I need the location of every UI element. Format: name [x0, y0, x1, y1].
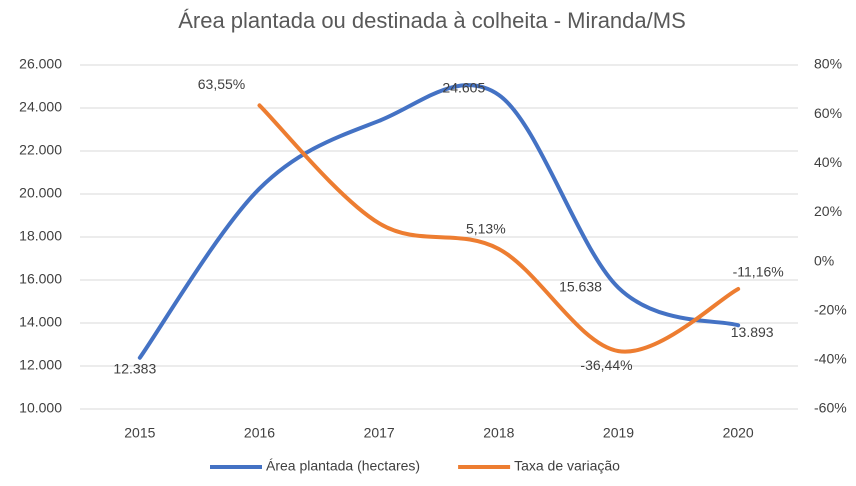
y2-tick-label: 20%	[814, 203, 842, 219]
data-label: -11,16%	[733, 264, 784, 280]
legend-label: Taxa de variação	[514, 458, 620, 474]
y2-tick-label: 80%	[814, 56, 842, 72]
x-tick-label: 2018	[483, 425, 514, 441]
y-tick-label: 26.000	[19, 56, 62, 72]
y-tick-label: 10.000	[19, 400, 62, 416]
x-tick-label: 2016	[244, 425, 275, 441]
y-tick-label: 18.000	[19, 228, 62, 244]
chart-title: Área plantada ou destinada à colheita - …	[178, 8, 686, 33]
y-tick-label: 22.000	[19, 142, 62, 158]
y-tick-label: 12.000	[19, 357, 62, 373]
legend-label: Área plantada (hectares)	[266, 458, 420, 474]
data-label: -36,44%	[580, 357, 632, 373]
data-label: 12.383	[113, 360, 156, 376]
data-label: 13.893	[731, 324, 774, 340]
y2-tick-label: -20%	[814, 301, 847, 317]
x-tick-label: 2019	[603, 425, 634, 441]
y-tick-label: 14.000	[19, 314, 62, 330]
line-series	[257, 103, 741, 354]
y2-tick-label: -60%	[814, 400, 847, 416]
data-label: 63,55%	[198, 76, 245, 92]
y-tick-label: 16.000	[19, 271, 62, 287]
y2-tick-label: 40%	[814, 154, 842, 170]
data-label: 15.638	[559, 278, 602, 294]
x-tick-label: 2015	[124, 425, 155, 441]
y2-tick-label: 60%	[814, 105, 842, 121]
line-series	[137, 83, 741, 360]
data-label: 24.605	[442, 80, 485, 96]
y2-tick-label: 0%	[814, 252, 834, 268]
y-tick-label: 20.000	[19, 185, 62, 201]
data-label: 5,13%	[466, 221, 506, 237]
y-tick-label: 24.000	[19, 99, 62, 115]
y2-tick-label: -40%	[814, 351, 847, 367]
x-tick-label: 2020	[723, 425, 754, 441]
x-tick-label: 2017	[364, 425, 395, 441]
